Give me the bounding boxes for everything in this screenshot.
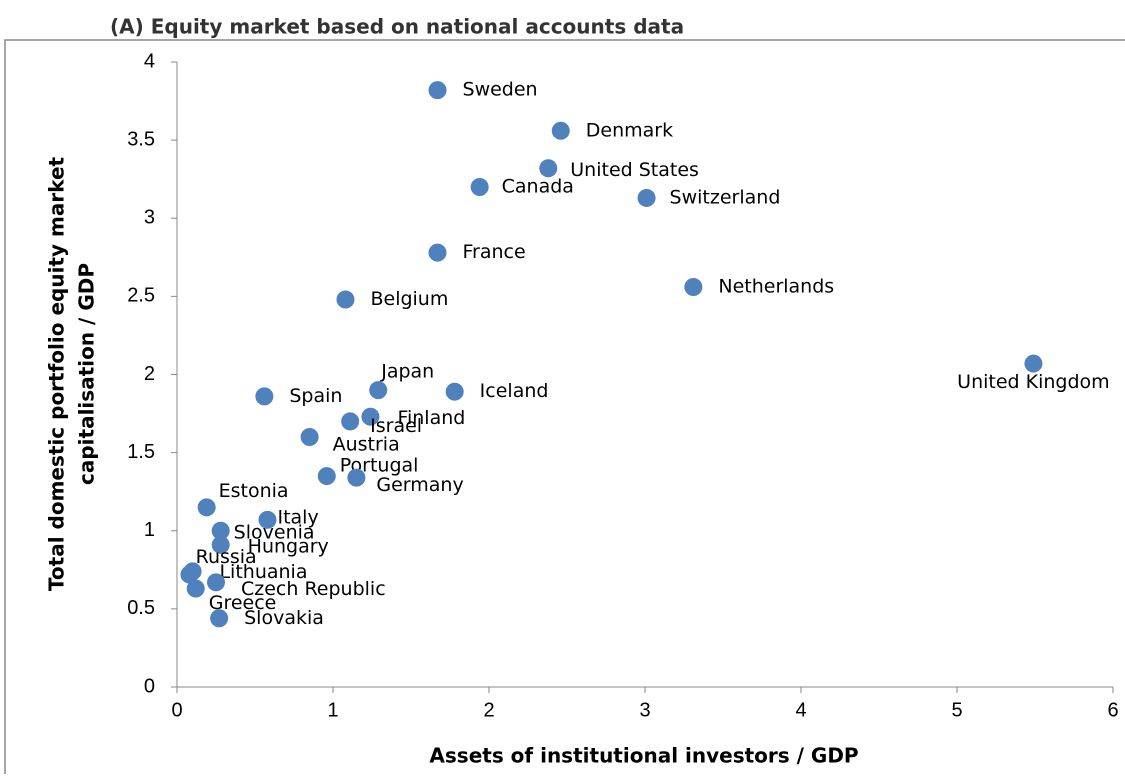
point-label: Denmark — [586, 119, 673, 141]
point-label: Slovenia — [234, 521, 315, 543]
point-label: France — [463, 241, 526, 263]
point — [336, 290, 355, 309]
y-tick-label: 2 — [144, 363, 155, 385]
point-label: Hungary — [248, 535, 329, 557]
point-label: Canada — [502, 176, 574, 198]
y-axis-label-line: Total domestic portfolio equity market — [45, 156, 69, 591]
point-label: United States — [570, 159, 699, 181]
point — [347, 468, 366, 487]
x-tick-label: 0 — [171, 699, 182, 721]
y-axis-label-line: capitalisation / GDP — [75, 263, 99, 485]
point — [684, 278, 703, 296]
point — [539, 159, 558, 178]
point — [317, 467, 336, 486]
point — [211, 535, 230, 554]
point-label: Iceland — [480, 380, 549, 402]
x-tick-label: 5 — [951, 699, 962, 721]
point — [428, 81, 447, 100]
point — [258, 510, 277, 529]
point-label: Greece — [209, 592, 277, 614]
x-axis-label: Assets of institutional investors / GDP — [429, 744, 858, 768]
point — [361, 407, 380, 426]
point — [255, 387, 274, 406]
frame — [4, 39, 1125, 774]
point — [300, 428, 319, 446]
point — [186, 579, 205, 598]
point-label: Sweden — [463, 79, 538, 101]
point — [197, 498, 216, 517]
point-label: Israel — [370, 415, 422, 437]
x-tick-label: 3 — [639, 699, 650, 721]
point-label: Germany — [376, 474, 463, 496]
point-label: Russia — [196, 546, 257, 568]
point — [445, 382, 464, 401]
point-label: United Kingdom — [957, 371, 1110, 393]
x-tick-label: 4 — [795, 699, 806, 721]
point — [637, 188, 656, 207]
point-label: Estonia — [219, 480, 289, 502]
point — [341, 412, 360, 431]
y-tick-label: 0 — [144, 675, 155, 697]
point — [180, 565, 199, 584]
point — [207, 573, 225, 592]
point — [211, 521, 230, 540]
point — [551, 121, 570, 140]
y-tick-label: 1 — [144, 519, 155, 541]
point — [210, 609, 229, 628]
point-label: Spain — [289, 385, 342, 407]
point-label: Austria — [333, 434, 400, 456]
point-label: Czech Republic — [241, 578, 386, 600]
y-tick-label: 1.5 — [127, 441, 155, 463]
point — [369, 381, 388, 400]
point-label: Netherlands — [718, 276, 834, 298]
point-label: Switzerland — [670, 186, 781, 208]
point-label: Belgium — [370, 288, 448, 310]
y-tick-label: 2.5 — [127, 285, 155, 307]
y-tick-label: 3.5 — [127, 128, 155, 150]
point-label: Lithuania — [219, 561, 307, 583]
x-tick-label: 6 — [1107, 699, 1118, 721]
chart-title: (A) Equity market based on national acco… — [110, 15, 684, 39]
point — [470, 178, 489, 196]
x-tick-label: 1 — [327, 699, 338, 721]
y-tick-label: 4 — [144, 50, 155, 72]
point-label: Finland — [397, 407, 465, 429]
point-label: Italy — [277, 506, 318, 528]
point — [1024, 354, 1043, 373]
point — [428, 243, 447, 262]
y-tick-label: 0.5 — [127, 597, 155, 619]
point-label: Japan — [380, 361, 434, 383]
y-axis-label: Total domestic portfolio equity market c… — [45, 156, 99, 591]
y-tick-label: 3 — [144, 207, 155, 229]
point-label: Slovakia — [244, 607, 324, 629]
x-tick-label: 2 — [483, 699, 494, 721]
